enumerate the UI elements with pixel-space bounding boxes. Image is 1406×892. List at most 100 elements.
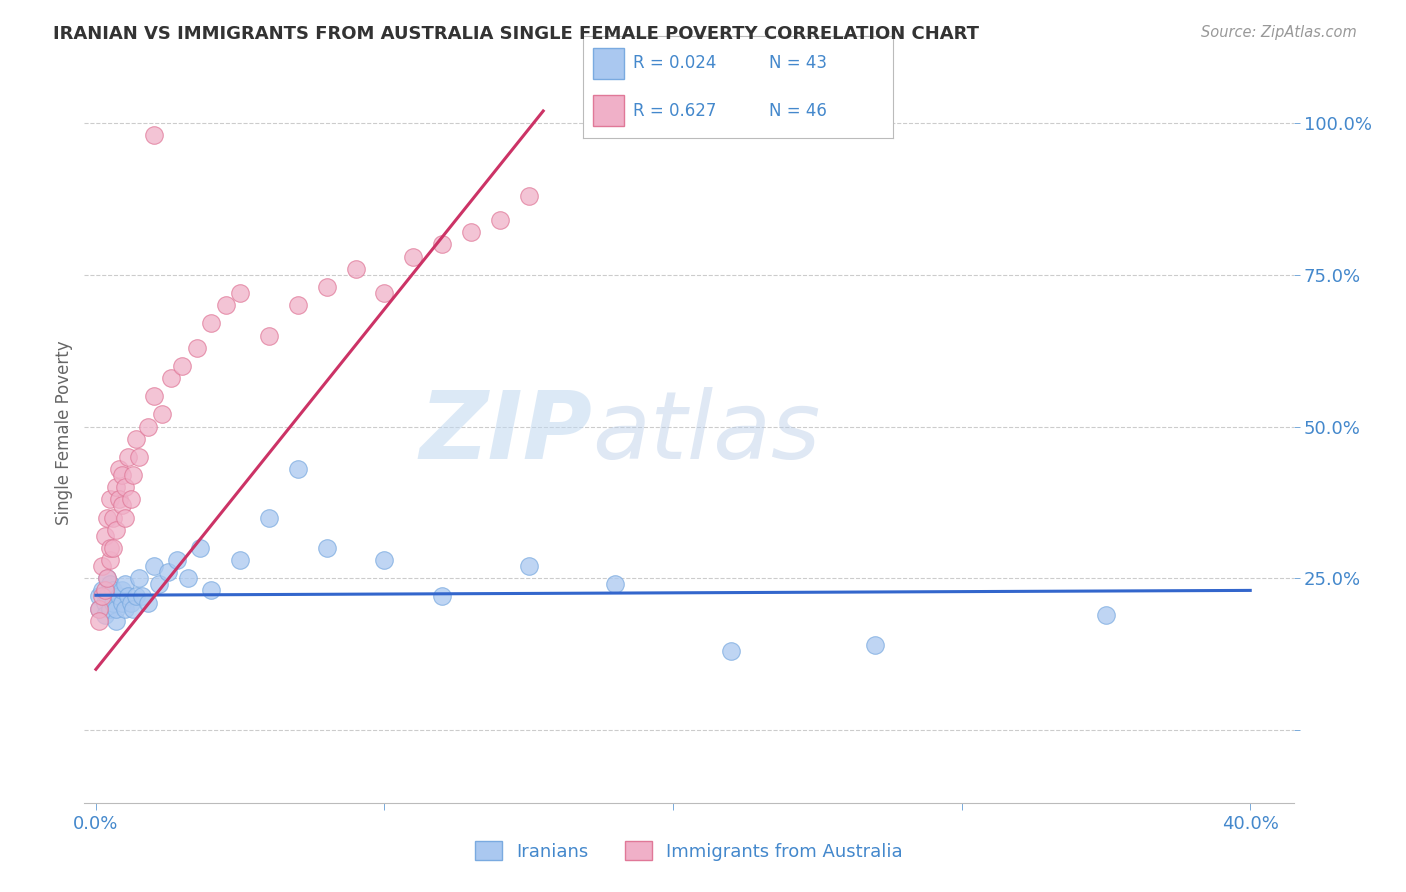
Point [103, 510, 125, 524]
Point [111, 595, 134, 609]
Point [460, 225, 482, 239]
Text: IRANIAN VS IMMIGRANTS FROM AUSTRALIA SINGLE FEMALE POVERTY CORRELATION CHART: IRANIAN VS IMMIGRANTS FROM AUSTRALIA SIN… [53, 25, 980, 43]
Point [111, 499, 134, 513]
Y-axis label: Single Female Poverty: Single Female Poverty [55, 341, 73, 524]
Point [166, 553, 188, 567]
Point [177, 571, 200, 585]
Point [93, 595, 115, 609]
Point [373, 553, 395, 567]
Point [125, 590, 148, 604]
Point [432, 590, 454, 604]
Point [157, 565, 180, 579]
Point [105, 614, 128, 628]
Point [96, 590, 118, 604]
Point [344, 261, 367, 276]
Point [108, 492, 131, 507]
Point [863, 638, 886, 652]
Point [111, 583, 134, 598]
Point [1095, 607, 1118, 622]
Point [98, 492, 121, 507]
Point [315, 280, 337, 294]
Text: ZIP: ZIP [419, 386, 592, 479]
Point [131, 590, 153, 604]
Point [315, 541, 337, 555]
Point [90, 583, 112, 598]
Point [150, 408, 173, 422]
Point [96, 571, 118, 585]
Point [432, 237, 454, 252]
Point [105, 601, 128, 615]
Point [215, 298, 238, 312]
Point [114, 480, 136, 494]
Text: atlas: atlas [592, 387, 821, 478]
Point [96, 571, 118, 585]
Point [142, 389, 165, 403]
Point [517, 559, 540, 574]
Point [108, 590, 131, 604]
Point [489, 213, 512, 227]
Point [125, 432, 148, 446]
Point [98, 601, 121, 615]
Point [373, 286, 395, 301]
Point [103, 595, 125, 609]
Point [229, 286, 252, 301]
Point [287, 298, 309, 312]
Point [142, 559, 165, 574]
Point [87, 601, 110, 615]
Text: N = 43: N = 43 [769, 54, 827, 72]
Point [105, 523, 128, 537]
Legend: Iranians, Immigrants from Australia: Iranians, Immigrants from Australia [468, 834, 910, 868]
Point [136, 595, 159, 609]
Point [114, 577, 136, 591]
Point [93, 583, 115, 598]
FancyBboxPatch shape [593, 48, 624, 78]
Point [98, 553, 121, 567]
Point [517, 189, 540, 203]
Text: N = 46: N = 46 [769, 102, 827, 120]
Point [117, 450, 139, 464]
Point [103, 541, 125, 555]
Point [117, 590, 139, 604]
Text: Source: ZipAtlas.com: Source: ZipAtlas.com [1201, 25, 1357, 40]
Point [122, 601, 145, 615]
Point [98, 577, 121, 591]
Point [257, 328, 280, 343]
Point [186, 341, 208, 355]
Point [105, 480, 128, 494]
Point [98, 541, 121, 555]
Point [90, 559, 112, 574]
Point [87, 590, 110, 604]
Point [200, 317, 222, 331]
Point [402, 250, 425, 264]
Point [128, 450, 150, 464]
Point [229, 553, 252, 567]
Text: R = 0.024: R = 0.024 [633, 54, 716, 72]
Point [87, 614, 110, 628]
Point [120, 492, 142, 507]
Point [111, 468, 134, 483]
Point [103, 583, 125, 598]
Point [87, 601, 110, 615]
Point [114, 510, 136, 524]
Point [142, 128, 165, 143]
Point [160, 371, 183, 385]
Point [172, 359, 194, 373]
Point [605, 577, 627, 591]
Point [114, 601, 136, 615]
Point [136, 419, 159, 434]
Point [287, 462, 309, 476]
Point [96, 510, 118, 524]
FancyBboxPatch shape [593, 95, 624, 126]
Point [720, 644, 742, 658]
Point [128, 571, 150, 585]
Point [93, 607, 115, 622]
Point [122, 468, 145, 483]
Point [200, 583, 222, 598]
Point [93, 529, 115, 543]
Point [148, 577, 170, 591]
Point [120, 595, 142, 609]
Point [90, 590, 112, 604]
Point [188, 541, 211, 555]
Point [108, 462, 131, 476]
Text: R = 0.627: R = 0.627 [633, 102, 716, 120]
